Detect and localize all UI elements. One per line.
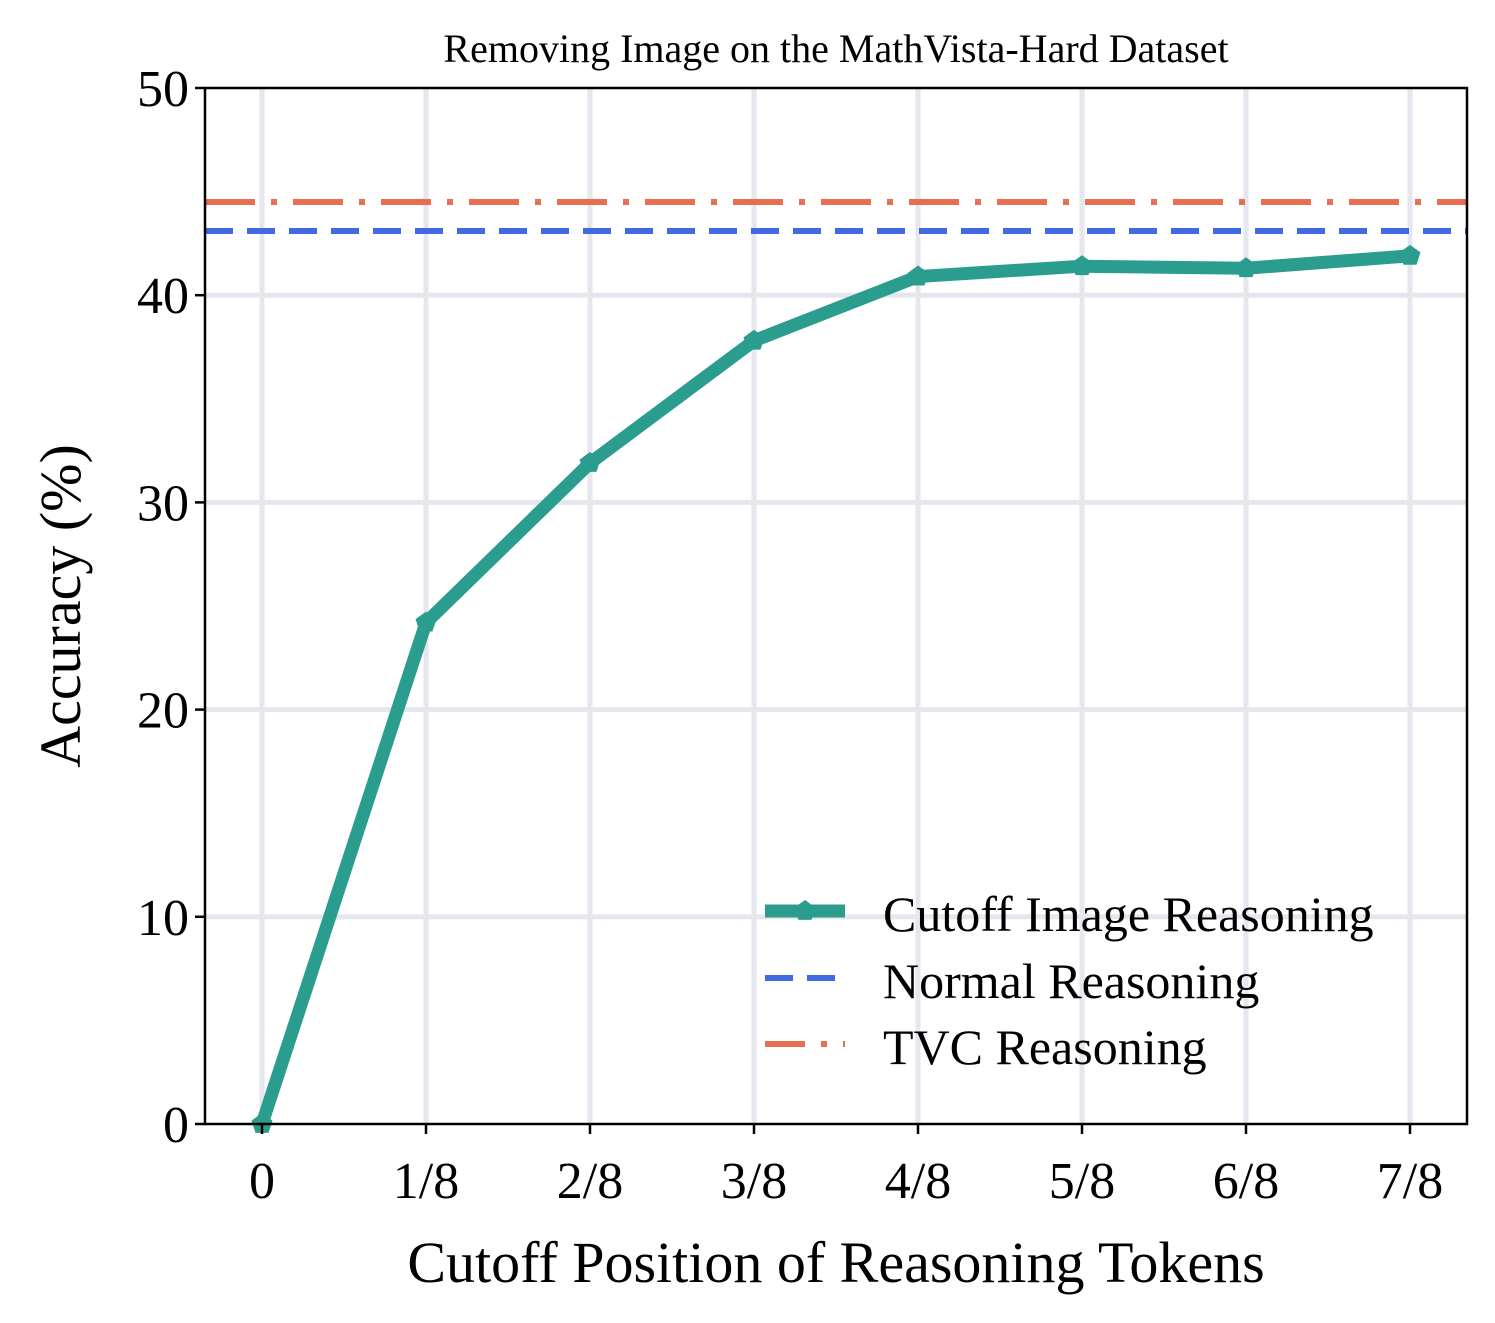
data-point <box>1399 244 1421 265</box>
x-tick-label: 7/8 <box>1377 1153 1443 1210</box>
legend-label: Normal Reasoning <box>883 953 1259 1009</box>
y-tick-label: 30 <box>137 475 189 532</box>
plot-frame <box>203 86 1469 1126</box>
x-tick-label: 5/8 <box>1049 1153 1115 1210</box>
x-tick-label: 0 <box>249 1153 275 1210</box>
y-ticks: 0 10 20 30 40 50 <box>137 61 205 1154</box>
y-tick-label: 50 <box>137 61 189 118</box>
cutoff-image-reasoning-line <box>255 249 1411 1127</box>
y-tick-label: 0 <box>163 1097 189 1154</box>
x-ticks: 0 1/8 2/8 3/8 4/8 5/8 6/8 7/8 <box>249 1124 1443 1210</box>
grid <box>205 88 1467 1124</box>
data-point <box>415 611 437 632</box>
legend-label: Cutoff Image Reasoning <box>883 886 1374 942</box>
legend-marker-cutoff <box>794 900 816 920</box>
x-axis-label: Cutoff Position of Reasoning Tokens <box>407 1230 1264 1295</box>
x-tick-label: 2/8 <box>557 1153 623 1210</box>
y-axis-label: Accuracy (%) <box>28 444 93 768</box>
data-point <box>579 452 601 472</box>
legend-label: TVC Reasoning <box>883 1019 1207 1075</box>
y-tick-label: 20 <box>137 683 189 740</box>
data-point <box>907 265 929 286</box>
data-point <box>743 329 765 350</box>
data-point <box>1071 255 1093 276</box>
series-lines <box>205 198 1467 1133</box>
y-tick-label: 40 <box>137 268 189 325</box>
x-tick-label: 4/8 <box>885 1153 951 1210</box>
x-tick-label: 3/8 <box>721 1153 787 1210</box>
y-tick-label: 10 <box>137 890 189 947</box>
data-point <box>1235 257 1257 278</box>
x-tick-label: 6/8 <box>1213 1153 1279 1210</box>
legend: Cutoff Image Reasoning Normal Reasoning TV… <box>765 886 1374 1075</box>
x-tick-label: 1/8 <box>393 1153 459 1210</box>
chart-title: Removing Image on the MathVista-Hard Dat… <box>443 26 1228 71</box>
